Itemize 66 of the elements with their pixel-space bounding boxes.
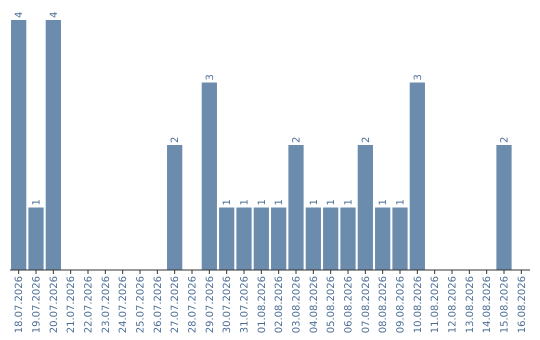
bar <box>219 208 234 270</box>
bar <box>496 145 512 270</box>
data-label: 1 <box>222 199 234 206</box>
x-tick-label: 13.08.2026 <box>464 276 476 334</box>
x-tick-label: 16.08.2026 <box>516 276 528 334</box>
data-label: 2 <box>360 136 372 143</box>
data-label: 1 <box>256 199 268 206</box>
x-tick-label: 04.08.2026 <box>308 276 320 334</box>
data-label: 3 <box>204 74 216 80</box>
bar <box>392 208 408 270</box>
data-label: 3 <box>412 74 424 80</box>
bar <box>358 145 373 270</box>
x-tick-label: 20.07.2026 <box>48 276 60 334</box>
x-tick-label: 28.07.2026 <box>188 276 198 334</box>
bar <box>28 208 44 270</box>
x-tick-label: 08.08.2026 <box>378 276 390 334</box>
bar <box>288 145 304 270</box>
bar <box>323 208 338 270</box>
x-tick-label: 29.07.2026 <box>204 276 216 334</box>
bar <box>254 208 269 270</box>
x-tick-label: 10.08.2026 <box>412 276 424 334</box>
x-tick-label: 14.08.2026 <box>482 276 494 334</box>
data-label: 2 <box>500 136 510 143</box>
x-tick-label: 31.07.2026 <box>240 276 250 334</box>
data-label: 1 <box>326 199 338 206</box>
x-tick-label: 07.08.2026 <box>360 276 372 334</box>
x-tick-label: 05.08.2026 <box>326 276 338 334</box>
bar <box>375 208 390 270</box>
data-label: 1 <box>32 199 42 206</box>
bar <box>306 208 321 270</box>
x-tick-label: 18.07.2026 <box>14 276 26 334</box>
x-tick-label: 19.07.2026 <box>32 276 42 334</box>
x-tick-label: 25.07.2026 <box>136 276 146 334</box>
bar <box>410 82 425 270</box>
x-tick-label: 03.08.2026 <box>292 276 302 334</box>
data-label: 1 <box>240 199 250 206</box>
x-tick-label: 23.07.2026 <box>100 276 112 334</box>
bar <box>340 208 356 270</box>
x-tick-label: 24.07.2026 <box>118 276 130 334</box>
bar <box>236 208 252 270</box>
data-label: 1 <box>396 199 406 206</box>
data-label: 2 <box>170 136 182 143</box>
data-label: 1 <box>308 199 320 206</box>
data-label: 1 <box>274 199 286 206</box>
bar <box>167 145 182 270</box>
x-tick-label: 21.07.2026 <box>66 276 78 334</box>
x-tick-label: 22.07.2026 <box>84 276 94 334</box>
x-tick-label: 06.08.2026 <box>344 276 354 334</box>
x-tick-label: 27.07.2026 <box>170 276 182 334</box>
bar <box>202 82 217 270</box>
x-tick-label: 11.08.2026 <box>430 276 442 334</box>
x-tick-label: 30.07.2026 <box>222 276 234 334</box>
data-label: 4 <box>48 12 60 18</box>
x-tick-label: 09.08.2026 <box>396 276 406 334</box>
data-label: 2 <box>292 136 302 143</box>
data-label: 4 <box>14 12 26 18</box>
data-label: 1 <box>344 199 354 206</box>
x-tick-label: 02.08.2026 <box>274 276 286 334</box>
x-tick-label: 01.08.2026 <box>256 276 268 334</box>
x-tick-label: 26.07.2026 <box>152 276 164 334</box>
x-tick-label: 15.08.2026 <box>500 276 510 334</box>
x-tick-label: 12.08.2026 <box>448 276 458 334</box>
bar <box>271 208 286 270</box>
bar <box>11 20 26 270</box>
data-label: 1 <box>378 199 390 206</box>
bar <box>46 20 61 270</box>
